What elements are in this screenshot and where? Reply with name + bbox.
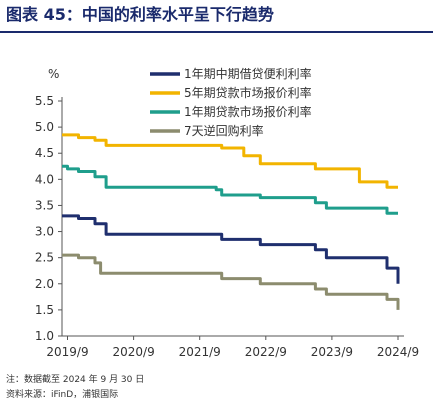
legend-label: 1年期中期借贷便利利率 <box>184 66 312 81</box>
y-tick-label: 2.5 <box>35 251 54 265</box>
y-tick-label: 1.5 <box>35 303 54 317</box>
legend: 1年期中期借贷便利利率 5年期贷款市场报价利率 1年期贷款市场报价利率 7天逆回购利率 <box>150 66 312 138</box>
title-divider <box>0 31 433 33</box>
y-tick-label: 3.5 <box>35 198 54 212</box>
series-line <box>62 253 400 310</box>
chart-title: 图表 45：中国的利率水平呈下行趋势 <box>6 5 274 24</box>
y-tick-label: 4.5 <box>35 146 54 160</box>
x-tick-label: 2019/9 <box>46 345 88 359</box>
x-tick-label: 2024/9 <box>377 345 419 359</box>
x-tick-label: 2023/9 <box>311 345 353 359</box>
legend-label: 7天逆回购利率 <box>184 123 264 138</box>
legend-label: 5年期贷款市场报价利率 <box>184 85 312 100</box>
x-tick-label: 2020/9 <box>112 345 154 359</box>
x-tick-label: 2022/9 <box>245 345 287 359</box>
series-lines <box>62 133 400 310</box>
y-axis-unit: % <box>48 67 59 81</box>
legend-label: 1年期贷款市场报价利率 <box>184 104 312 119</box>
y-tick-label: 5.5 <box>35 94 54 108</box>
source-note: 资料来源：iFinD，浦银国际 <box>6 390 119 400</box>
y-tick-label: 1.0 <box>35 329 54 343</box>
axes: % 1.0 1.5 2.0 2.5 3.0 3.5 4.0 4.5 5.0 5.5 2019/9 202… <box>35 67 419 359</box>
series-line <box>62 214 400 284</box>
series-line <box>62 133 398 189</box>
line-chart: % 1.0 1.5 2.0 2.5 3.0 3.5 4.0 4.5 5.0 5.5 2019/9 202… <box>35 66 419 359</box>
x-tick-label: 2021/9 <box>179 345 221 359</box>
y-tick-label: 3.0 <box>35 225 54 239</box>
y-tick-label: 5.0 <box>35 120 54 134</box>
series-line <box>62 164 398 215</box>
footnote: 注：数据截至 2024 年 9 月 30 日 <box>6 375 145 385</box>
y-tick-label: 2.0 <box>35 277 54 291</box>
y-tick-label: 4.0 <box>35 172 54 186</box>
